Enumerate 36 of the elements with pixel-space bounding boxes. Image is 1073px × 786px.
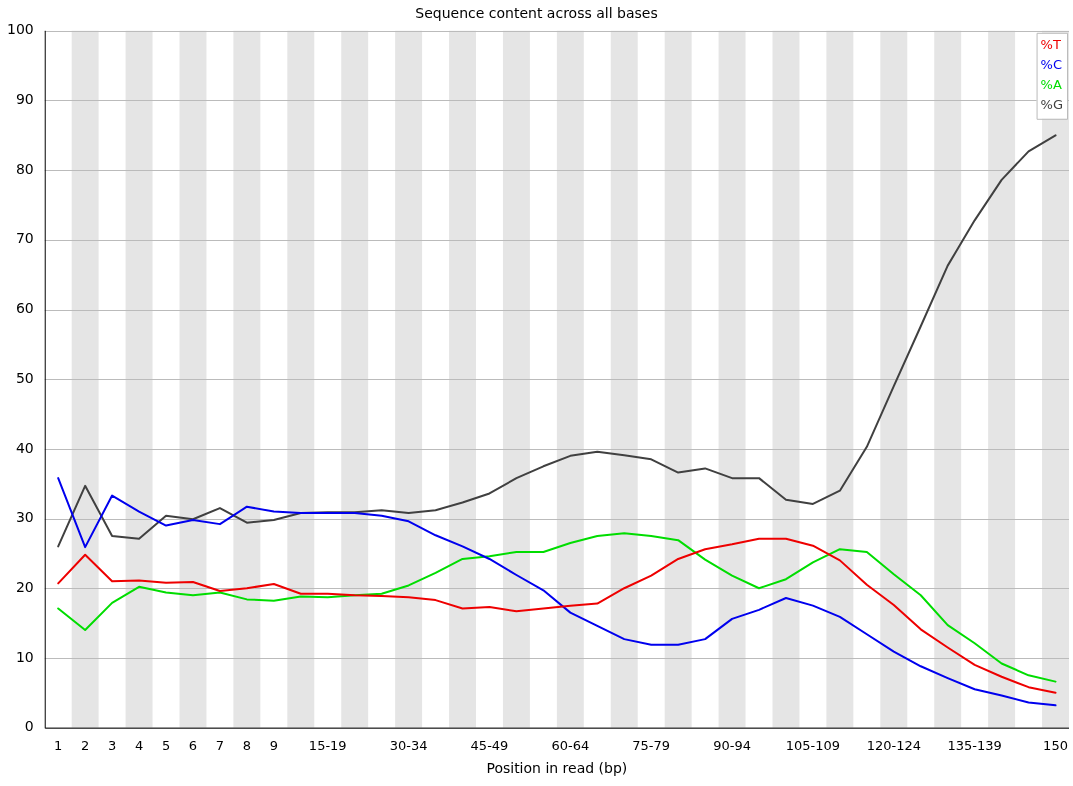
series-label: %G bbox=[1040, 97, 1064, 113]
x-tick-label: 45-49 bbox=[470, 737, 509, 753]
x-tick-label: 105-109 bbox=[785, 737, 841, 753]
text: %C bbox=[1040, 57, 1063, 73]
y-tick-label: 90 bbox=[15, 91, 34, 108]
x-tick-label: 120-124 bbox=[866, 737, 921, 753]
x-axis-title: Position in read (bp) bbox=[486, 760, 628, 777]
x-tick-label: 6 bbox=[188, 737, 198, 753]
x-tick-label: 9 bbox=[269, 737, 278, 753]
y-tick-label: 30 bbox=[15, 509, 34, 526]
text: %T bbox=[1040, 37, 1061, 53]
y-tick-label: 20 bbox=[15, 578, 34, 595]
x-tick-label: 135-139 bbox=[947, 737, 1002, 753]
y-tick-label: 0 bbox=[24, 718, 34, 735]
x-tick-label: 150 bbox=[1043, 737, 1068, 753]
x-tick-label: 2 bbox=[81, 737, 90, 753]
y-tick-label: 80 bbox=[15, 160, 34, 177]
chart-title: Sequence content across all bases bbox=[415, 5, 658, 22]
x-tick-label: 7 bbox=[215, 737, 225, 753]
y-tick-label: 100 bbox=[6, 21, 34, 38]
x-tick-label: 15-19 bbox=[308, 737, 347, 753]
y-tick-label: 10 bbox=[15, 648, 34, 665]
x-tick-label: 1 bbox=[54, 737, 63, 753]
x-tick-label: 60-64 bbox=[551, 737, 590, 753]
text: %A bbox=[1040, 77, 1062, 93]
x-tick-label: 8 bbox=[242, 737, 252, 753]
x-tick-label: 30-34 bbox=[389, 737, 428, 753]
y-tick-label: 50 bbox=[15, 369, 34, 386]
x-tick-label: 90-94 bbox=[713, 737, 751, 753]
y-tick-label: 60 bbox=[15, 300, 34, 317]
x-tick-label: 75-79 bbox=[632, 737, 671, 753]
x-tick-label: 3 bbox=[107, 737, 117, 753]
x-tick-label: 5 bbox=[161, 737, 171, 753]
y-tick-label: 70 bbox=[15, 230, 34, 247]
y-tick-label: 40 bbox=[15, 439, 34, 456]
x-tick-label: 4 bbox=[134, 737, 144, 753]
